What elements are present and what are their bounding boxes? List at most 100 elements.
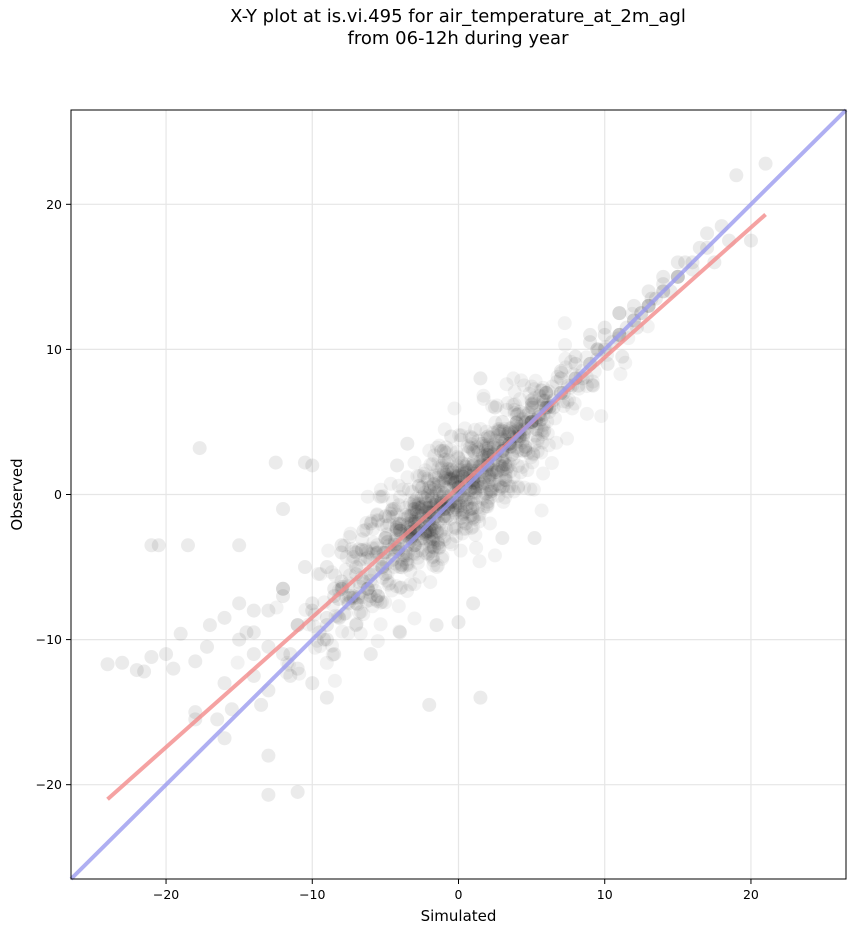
data-point (433, 526, 448, 541)
data-point (470, 500, 485, 515)
data-point (454, 508, 469, 523)
data-point (441, 470, 456, 485)
data-point (422, 494, 437, 509)
data-point (435, 549, 450, 564)
data-point (535, 393, 550, 408)
data-point (364, 546, 379, 561)
data-point (498, 466, 513, 481)
data-point (485, 483, 500, 498)
data-point (427, 481, 442, 496)
data-point (554, 365, 569, 380)
data-point (476, 501, 491, 516)
data-point (430, 533, 445, 548)
data-point (488, 400, 503, 415)
data-point (597, 327, 612, 342)
data-point (491, 422, 506, 437)
data-point (400, 552, 415, 567)
data-point (382, 538, 397, 553)
x-tick-label: −10 (299, 887, 325, 902)
data-point (459, 476, 474, 491)
data-point (517, 378, 532, 393)
data-point (261, 787, 276, 802)
data-point (363, 516, 378, 531)
data-point (429, 485, 444, 500)
data-point (536, 417, 551, 432)
data-point (507, 397, 522, 412)
data-point (365, 541, 380, 556)
data-point (411, 479, 426, 494)
data-point (394, 557, 409, 572)
data-point (321, 543, 336, 558)
data-point (521, 406, 536, 421)
data-point (435, 551, 450, 566)
data-point (465, 519, 480, 534)
data-point (501, 426, 516, 441)
data-point (499, 402, 514, 417)
data-point (549, 435, 564, 450)
data-point (384, 583, 399, 598)
data-point (463, 508, 478, 523)
data-point (530, 422, 545, 437)
data-point (429, 496, 444, 511)
data-point (458, 516, 473, 531)
data-point (437, 453, 452, 468)
data-point (426, 476, 441, 491)
data-point (436, 473, 451, 488)
data-point (438, 511, 453, 526)
data-point (425, 532, 440, 547)
data-point (402, 508, 417, 523)
data-point (585, 377, 600, 392)
data-point (355, 532, 370, 547)
data-point (446, 464, 461, 479)
data-point (472, 514, 487, 529)
data-point (370, 634, 385, 649)
data-point (470, 480, 485, 495)
data-point (391, 537, 406, 552)
x-axis-label: Simulated (421, 907, 497, 925)
data-point (493, 479, 508, 494)
data-point (368, 541, 383, 556)
data-point (414, 489, 429, 504)
data-point (432, 438, 447, 453)
data-point (410, 543, 425, 558)
data-point (400, 509, 415, 524)
data-point (452, 428, 467, 443)
data-point (414, 509, 429, 524)
data-point (507, 402, 522, 417)
data-point (501, 459, 516, 474)
data-point (482, 468, 497, 483)
data-point (446, 521, 461, 536)
data-point (426, 549, 441, 564)
data-point (383, 506, 398, 521)
data-point (497, 421, 512, 436)
data-point (349, 560, 364, 575)
data-point (467, 475, 482, 490)
data-point (743, 233, 758, 248)
data-point (467, 422, 482, 437)
data-point (479, 437, 494, 452)
data-point (426, 558, 441, 573)
data-point (356, 607, 371, 622)
data-point (431, 539, 446, 554)
data-point (363, 647, 378, 662)
data-point (424, 489, 439, 504)
data-point (166, 661, 181, 676)
data-point (349, 545, 364, 560)
data-point (465, 431, 480, 446)
data-point (409, 504, 424, 519)
data-point (451, 451, 466, 466)
data-point (352, 558, 367, 573)
data-point (297, 455, 312, 470)
data-point (530, 444, 545, 459)
data-point (202, 618, 217, 633)
data-point (364, 577, 379, 592)
data-point (422, 443, 437, 458)
data-point (232, 632, 247, 647)
data-point (472, 554, 487, 569)
data-point (261, 748, 276, 763)
data-point (530, 433, 545, 448)
data-point (385, 510, 400, 525)
data-point (514, 443, 529, 458)
data-point (440, 509, 455, 524)
data-point (465, 501, 480, 516)
